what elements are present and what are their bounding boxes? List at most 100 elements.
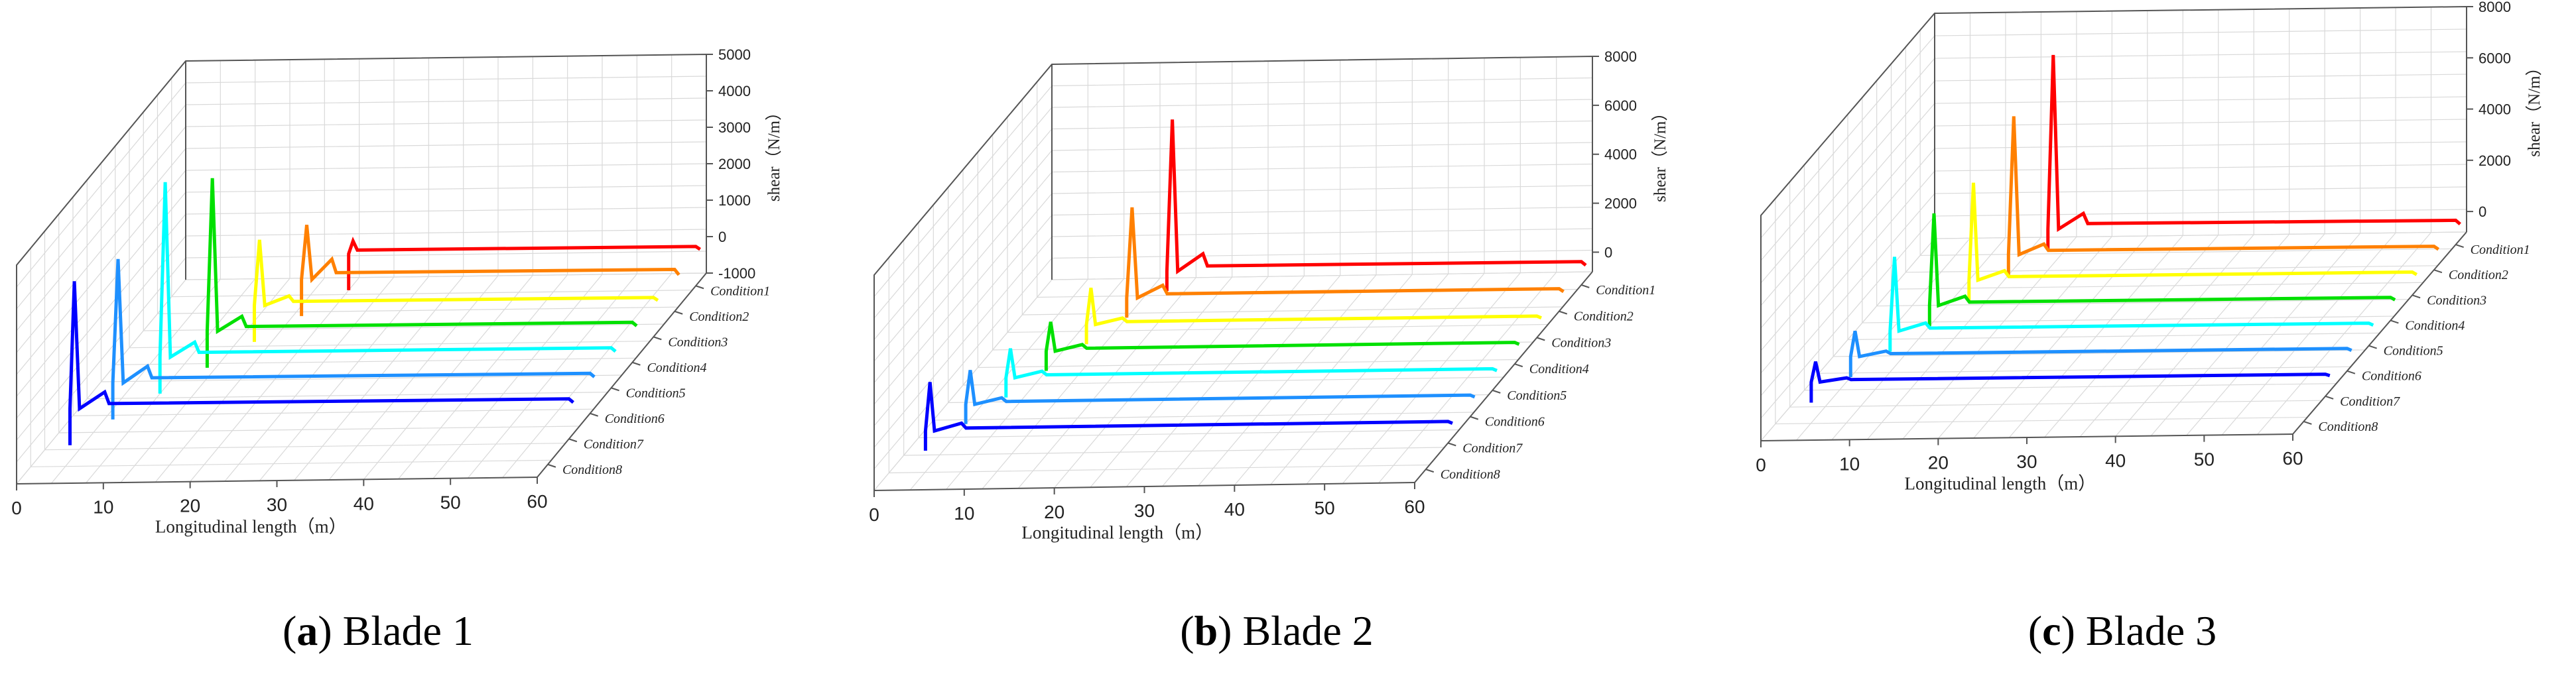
gridline	[933, 412, 1474, 421]
gridline	[16, 235, 186, 441]
gridline	[1051, 249, 1593, 259]
x-tick-label: 20	[1044, 502, 1064, 522]
x-tick-label: 30	[267, 494, 287, 515]
caption-letter: c	[2042, 607, 2061, 654]
gridline	[171, 290, 692, 298]
z-tick-label: 8000	[2479, 0, 2511, 15]
series-line-condition1	[2046, 54, 2461, 250]
depth-tick	[1492, 389, 1501, 394]
condition-label: Condition8	[2318, 420, 2378, 434]
gridline	[185, 163, 707, 171]
caption-text: Blade 2	[1232, 607, 1374, 654]
gridline	[16, 257, 186, 463]
gridline	[1051, 206, 1593, 216]
condition-label: Condition4	[647, 361, 706, 375]
gridline	[1862, 315, 2394, 323]
gridline	[143, 323, 665, 331]
gridline	[157, 306, 678, 314]
gridline	[1760, 170, 1935, 374]
condition-label: Condition4	[1529, 362, 1589, 376]
depth-tick	[653, 336, 662, 341]
caption-letter: b	[1194, 607, 1218, 654]
gridline	[962, 376, 1504, 386]
z-tick-label: 0	[1604, 244, 1612, 260]
series-line-condition1	[347, 236, 701, 290]
condition-label: Condition6	[1485, 415, 1545, 429]
caption-blade-2: (b) Blade 2	[1180, 607, 1374, 654]
chart-panel-b: 0 10 20 30 40 50 60 Longitudinal length（m） 0 2000…	[869, 48, 1669, 543]
series-line-condition1	[1165, 119, 1587, 292]
gridline	[1934, 119, 2467, 127]
condition-label: Condition1	[2471, 243, 2530, 257]
gridline	[1760, 148, 1935, 351]
z-axis-title: shear（N/m）	[765, 104, 783, 201]
caption-blade-1: (a) Blade 1	[283, 607, 474, 654]
caption-blade-3: (c) Blade 3	[2028, 607, 2217, 654]
gridline	[1051, 228, 1593, 237]
gridline	[16, 104, 186, 310]
z-tick-label: 6000	[1604, 97, 1637, 114]
depth-tick	[2325, 395, 2334, 400]
gridline	[16, 148, 186, 353]
series-line-condition6	[964, 370, 1476, 424]
z-tick-label: 3000	[718, 119, 751, 136]
series-line-condition7	[68, 281, 574, 445]
caption-text: Blade 1	[332, 607, 474, 654]
depth-tick	[611, 387, 619, 392]
x-tick-label: 50	[1315, 498, 1335, 518]
depth-tick	[674, 310, 683, 315]
x-tick-label: 50	[440, 492, 461, 513]
depth-tick	[632, 361, 641, 366]
depth-tick	[2455, 244, 2464, 249]
condition-label: Condition8	[1441, 467, 1500, 482]
series-line-condition2	[2006, 116, 2440, 276]
x-tick-label: 30	[1134, 500, 1155, 521]
gridline	[185, 141, 707, 149]
gridline	[1775, 416, 2307, 425]
gridline	[1847, 332, 2380, 341]
depth-axis	[537, 272, 707, 478]
z-tick-label: 2000	[2479, 152, 2511, 169]
depth-axis	[2292, 231, 2467, 435]
gridline	[1051, 77, 1593, 87]
gridline	[87, 392, 608, 400]
x-tick-label: 60	[2282, 448, 2303, 469]
gridline	[873, 86, 1053, 297]
gridline	[873, 129, 1053, 340]
gridline	[1051, 142, 1593, 151]
gridline	[918, 429, 1460, 439]
depth-tick	[568, 438, 578, 443]
depth-tick	[2368, 345, 2377, 349]
z-axis-title: shear（N/m）	[2525, 59, 2544, 156]
depth-tick	[1425, 469, 1435, 473]
gridline	[1934, 231, 2467, 239]
x-tick-label: 0	[1756, 455, 1766, 475]
chart-panel-c: 0 10 20 30 40 50 60 Longitudinal length（m） 0 2000…	[1756, 0, 2544, 494]
gridline	[115, 357, 636, 365]
gridline	[1789, 400, 2322, 408]
gridline	[185, 119, 707, 127]
depth-tick	[547, 463, 556, 468]
gridline	[185, 229, 707, 237]
condition-label: Condition2	[2449, 268, 2508, 282]
x-tick-label: 60	[527, 491, 547, 512]
gridline	[16, 82, 186, 288]
condition-label: Condition1	[1596, 283, 1655, 298]
gridline	[72, 408, 594, 416]
gridline	[16, 213, 186, 419]
series-line-condition7	[923, 382, 1453, 451]
series-line-condition3	[1084, 287, 1542, 345]
gridline	[101, 374, 622, 382]
z-tick-label: 4000	[2479, 101, 2511, 118]
gridline	[1760, 125, 1935, 329]
z-tick-label: 4000	[718, 83, 751, 99]
gridline	[31, 459, 552, 467]
gridline	[873, 107, 1053, 319]
depth-tick	[2303, 420, 2312, 425]
gridline	[1934, 96, 2467, 104]
series-line-condition3	[253, 239, 659, 342]
gridline	[185, 251, 707, 258]
gridline	[16, 192, 186, 397]
series-line-condition3	[1967, 182, 2418, 301]
gridline	[873, 215, 1053, 426]
